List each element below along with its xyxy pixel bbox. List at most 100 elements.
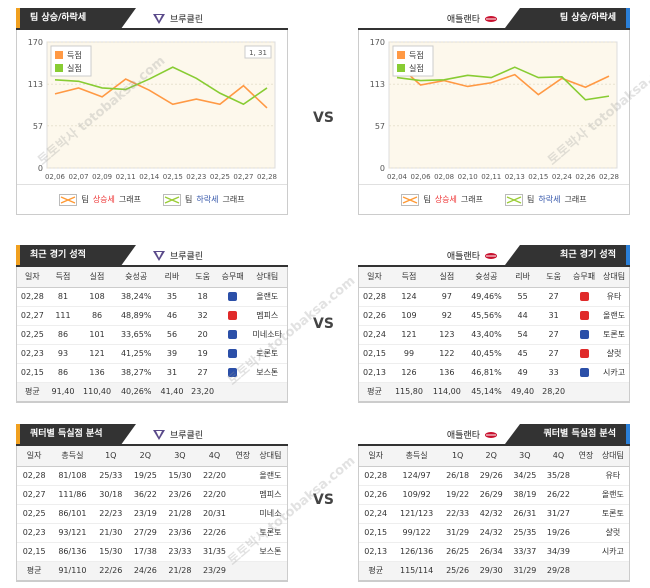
table-row: 02,26 109/92 19/22 26/29 38/19 26/22 올랜도	[359, 485, 629, 505]
result-cell	[217, 287, 248, 307]
brooklyn-logo-icon	[153, 13, 165, 24]
table-cell: 81/108	[51, 466, 94, 486]
x-tick-label: 02,14	[139, 173, 160, 180]
column-header: 4Q	[541, 446, 576, 467]
table-cell: 93/121	[51, 523, 94, 543]
result-cell	[569, 287, 600, 307]
table-cell: 45	[507, 344, 539, 364]
table-cell: 23/26	[162, 485, 198, 505]
table-cell: 45,56%	[465, 306, 508, 326]
result-cell	[569, 344, 600, 364]
table-cell: 124/97	[392, 466, 441, 486]
table-cell: 28,20	[538, 382, 570, 402]
table-cell	[231, 466, 254, 486]
atlanta-logo-icon	[485, 431, 497, 438]
table-cell	[599, 382, 629, 402]
table-cell: 23/19	[128, 504, 163, 524]
table-cell: 27	[538, 325, 570, 345]
y-tick-label: 113	[28, 80, 43, 89]
table-row: 02,25 86/101 22/23 23/19 21/28 20/31 미네소	[17, 504, 287, 524]
table-row: 02,15 99 122 40,45% 45 27 샬럿	[359, 344, 629, 364]
table-row: 02,28 124 97 49,46% 55 27 유타	[359, 287, 629, 307]
legend-team-prefix: 팀	[81, 195, 89, 204]
table-cell: 93	[47, 344, 79, 364]
table-cell	[596, 561, 629, 581]
right-quarter-table: 일자 총득실 1Q 2Q 3Q 4Q 연장 상대팀 02,28 124/97 26/18 29/26 3…	[359, 446, 629, 581]
column-header: 슛성공	[115, 267, 157, 288]
win-icon	[228, 292, 238, 301]
column-header: 득점	[47, 267, 79, 288]
legend-graph-word: 그래프	[118, 195, 141, 204]
table-cell: 124	[390, 287, 428, 307]
table-cell: 토론토	[599, 325, 629, 345]
x-tick-label: 02,06	[411, 173, 432, 180]
table-header-row: 일자 득점 실점 슛성공 리바 도움 승무패 상대팀	[359, 267, 629, 288]
table-cell: 39	[156, 344, 188, 364]
x-tick-label: 02,28	[257, 173, 277, 180]
table-cell	[247, 382, 287, 402]
right-team-label: 애틀랜타	[446, 15, 480, 25]
up-graph-icon	[59, 193, 78, 206]
table-cell: 115/114	[392, 561, 441, 581]
win-icon	[228, 330, 238, 339]
table-cell: 31/29	[508, 561, 542, 581]
table-cell: 49,40	[507, 382, 539, 402]
legend-team-prefix: 팀	[185, 195, 193, 204]
table-cell: 126	[390, 363, 428, 383]
table-cell	[231, 561, 254, 581]
table-cell: 15/30	[162, 466, 198, 486]
left-recent-table: 일자 득점 실점 슛성공 리바 도움 승무패 상대팀 02,28 81 108 38,24% 35 18 올…	[17, 267, 287, 402]
result-cell	[569, 306, 600, 326]
column-header: 상대팀	[253, 446, 287, 467]
table-cell: 92	[427, 306, 466, 326]
table-cell: 121/123	[392, 504, 441, 524]
table-cell: 48,89%	[115, 306, 157, 326]
legend-swatch	[55, 51, 63, 59]
table-cell: 136	[427, 363, 466, 383]
table-cell: 26/29	[474, 485, 509, 505]
table-cell: 25/35	[508, 523, 542, 543]
table-cell: 30/18	[93, 485, 129, 505]
table-cell: 136	[78, 363, 116, 383]
legend-graph-word: 그래프	[564, 195, 587, 204]
table-cell: 22/26	[93, 561, 129, 581]
table-cell: 26/34	[474, 542, 509, 562]
right-trend-tab: 팀 상승/하락세	[505, 8, 630, 28]
table-cell: 38,27%	[115, 363, 157, 383]
column-header: 4Q	[197, 446, 232, 467]
column-header: 3Q	[508, 446, 542, 467]
table-cell: 미네소	[253, 504, 287, 524]
result-cell	[217, 363, 248, 383]
table-cell: 123	[427, 325, 466, 345]
table-cell: 02,15	[17, 363, 48, 383]
table-cell: 21/28	[162, 561, 198, 581]
table-cell: 26/22	[541, 485, 576, 505]
column-header: 일자	[359, 267, 390, 288]
table-cell: 86	[47, 363, 79, 383]
table-cell	[575, 523, 597, 543]
up-graph-legend: 팀 상승세 그래프	[59, 193, 141, 206]
left-trend-header: 팀 상승/하락세 브루클린	[16, 8, 288, 30]
column-header: 상대팀	[596, 446, 629, 467]
atlanta-logo-icon	[485, 252, 497, 259]
lose-icon	[228, 311, 238, 320]
right-recent-panel: 애틀랜타 최근 경기 성적 일자 득점 실점 슛성공 리바 도움 승무패 상대팀 02,28 12…	[358, 245, 630, 403]
table-cell: 15/30	[93, 542, 129, 562]
table-cell: 86	[78, 306, 116, 326]
legend-graph-word: 그래프	[222, 195, 245, 204]
table-cell: 27	[538, 344, 570, 364]
column-header: 일자	[17, 267, 48, 288]
right-quarter-panel: 애틀랜타 쿼터별 득실점 분석 일자 총득실 1Q 2Q 3Q 4Q 연장 상대팀 02,28 1…	[358, 424, 630, 582]
table-cell: 02,28	[17, 466, 52, 486]
table-cell: 보스톤	[247, 363, 287, 383]
table-cell: 26/25	[440, 542, 475, 562]
right-team-name: 애틀랜타	[447, 428, 498, 441]
table-cell: 21/28	[162, 504, 198, 524]
column-header: 도움	[538, 267, 570, 288]
table-cell: 111/86	[51, 485, 94, 505]
table-cell: 25/26	[440, 561, 475, 581]
column-header: 슛성공	[465, 267, 508, 288]
table-row: 02,13 126 136 46,81% 49 33 시카고	[359, 363, 629, 383]
x-tick-label: 02,15	[163, 173, 183, 180]
